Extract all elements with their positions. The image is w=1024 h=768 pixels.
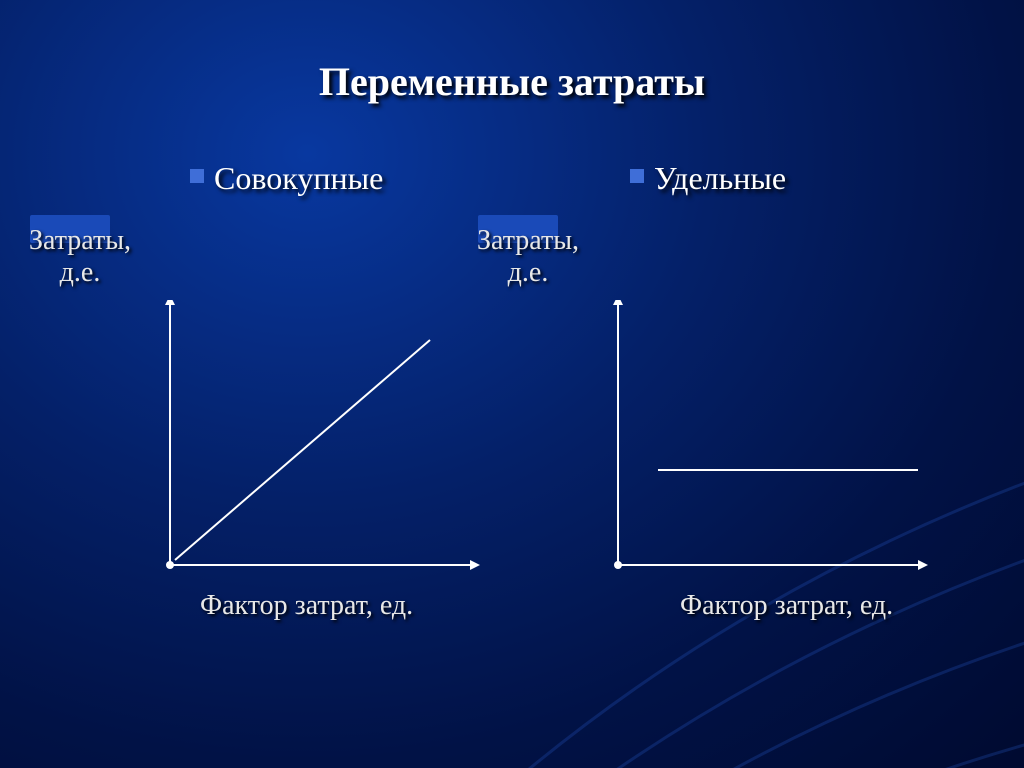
right-subtitle-container: Удельные — [630, 160, 786, 197]
right-chart — [608, 300, 928, 580]
right-x-label: Фактор затрат, ед. — [680, 590, 893, 622]
left-y-label: Затраты, д.е. — [0, 225, 160, 289]
right-y-label-line2: д.е. — [508, 257, 549, 288]
left-subtitle-container: Совокупные — [190, 160, 383, 197]
left-x-label: Фактор затрат, ед. — [200, 590, 413, 622]
left-subtitle: Совокупные — [214, 160, 383, 196]
slide-title: Переменные затраты — [0, 58, 1024, 105]
right-y-label-line1: Затраты, — [477, 225, 579, 256]
left-y-label-line1: Затраты, — [29, 225, 131, 256]
bullet-icon — [190, 169, 204, 183]
left-y-label-line2: д.е. — [60, 257, 101, 288]
right-y-label: Затраты, д.е. — [448, 225, 608, 289]
left-chart — [160, 300, 480, 580]
bullet-icon — [630, 169, 644, 183]
right-subtitle: Удельные — [654, 160, 786, 196]
